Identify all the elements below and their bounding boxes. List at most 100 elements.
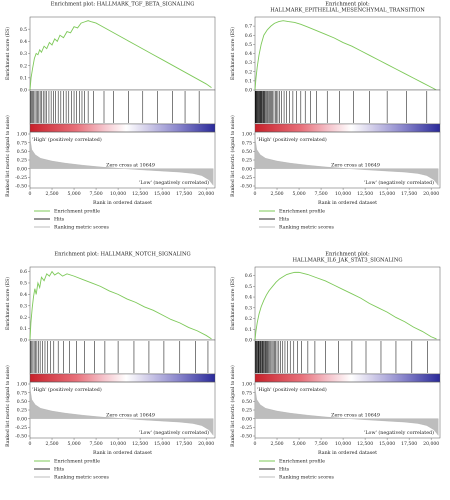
- enrichment-profile-line: [29, 20, 212, 91]
- legend-hits-label: Hits: [279, 467, 290, 473]
- rank-y-tick-label: 0.75: [242, 140, 252, 146]
- chart-title: HALLMARK_IL6_JAK_STAT3_SIGNALING: [292, 258, 402, 264]
- gsea-chart-il6-jak-stat3: Enrichment plot:HALLMARK_IL6_JAK_STAT3_S…: [229, 252, 441, 481]
- rank-y-tick-label: -0.25: [240, 425, 252, 431]
- chart-title: HALLMARK_EPITHELIAL_MESENCHYMAL_TRANSITI…: [270, 8, 425, 14]
- legend-hits-label: Hits: [54, 217, 65, 223]
- x-tick-label: 12,500: [132, 191, 148, 197]
- es-y-axis-label: Enrichment score (ES): [4, 277, 11, 330]
- x-axis-label: Rank in ordered dataset: [318, 200, 377, 206]
- es-plot-frame: [254, 16, 441, 91]
- es-y-axis-label: Enrichment score (ES): [229, 27, 236, 80]
- gsea-chart-emt: Enrichment plot:HALLMARK_EPITHELIAL_MESE…: [229, 2, 441, 231]
- low-correlated-label: 'Low' (negatively correlated): [364, 429, 434, 436]
- low-correlated-label: 'Low' (negatively correlated): [139, 429, 209, 436]
- rank-y-tick-label: -0.25: [240, 175, 252, 181]
- chart-title: Enrichment plot: HALLMARK_TGF_BETA_SIGNA…: [51, 2, 195, 8]
- es-y-tick-label: 0.2: [20, 63, 27, 69]
- high-correlated-label: 'High' (positively correlated): [32, 136, 102, 143]
- rank-y-tick-label: 0.25: [242, 158, 252, 164]
- zero-cross-label: Zero cross at 10649: [106, 163, 155, 169]
- x-tick-label: 17,500: [401, 441, 417, 447]
- x-tick-label: 2,500: [270, 441, 283, 447]
- rank-y-axis-label: Ranked list metric (signal to noise): [4, 365, 11, 447]
- x-tick-label: 5,000: [292, 191, 305, 197]
- x-tick-label: 17,500: [176, 441, 192, 447]
- es-y-tick-label: 0.4: [245, 295, 252, 301]
- legend-enrichment-label: Enrichment profile: [54, 459, 100, 465]
- es-y-tick-label: 0.5: [20, 27, 27, 33]
- x-tick-label: 15,000: [154, 191, 170, 197]
- es-y-tick-label: 0.2: [245, 316, 252, 322]
- rank-y-tick-label: 0.50: [242, 149, 252, 155]
- zero-cross-label: Zero cross at 10649: [106, 413, 155, 419]
- es-y-tick-label: 0.4: [245, 51, 252, 57]
- es-y-tick-label: 0.3: [245, 60, 252, 66]
- x-tick-label: 20,000: [423, 441, 439, 447]
- rank-y-tick-label: 0.25: [17, 408, 27, 414]
- x-tick-label: 7,500: [314, 191, 327, 197]
- x-tick-label: 20,000: [423, 191, 439, 197]
- rank-y-tick-label: 0.50: [242, 399, 252, 405]
- es-y-axis-label: Enrichment score (ES): [229, 277, 236, 330]
- zero-cross-label: Zero cross at 10649: [331, 163, 380, 169]
- rank-y-tick-label: 0.25: [17, 158, 27, 164]
- ranking-metric-area: [254, 387, 439, 436]
- es-y-tick-label: 0.0: [245, 88, 252, 94]
- x-tick-label: 17,500: [176, 191, 192, 197]
- legend-enrichment-label: Enrichment profile: [54, 209, 100, 215]
- es-y-tick-label: 0.1: [245, 78, 252, 84]
- gsea-panel-notch: Enrichment plot: HALLMARK_NOTCH_SIGNALIN…: [0, 250, 225, 500]
- rank-y-tick-label: -0.25: [15, 425, 27, 431]
- x-tick-label: 7,500: [89, 191, 102, 197]
- hits-frame: [29, 89, 216, 125]
- x-tick-label: 10,000: [335, 191, 351, 197]
- x-tick-label: 0: [29, 191, 32, 197]
- es-y-tick-label: 0.3: [245, 305, 252, 311]
- zero-cross-label: Zero cross at 10649: [331, 413, 380, 419]
- ranking-metric-area: [29, 387, 214, 436]
- x-tick-label: 10,000: [335, 441, 351, 447]
- rank-y-tick-label: 1.00: [242, 132, 252, 138]
- es-y-tick-label: 0.4: [20, 39, 27, 45]
- x-tick-label: 0: [254, 441, 257, 447]
- rank-y-tick-label: 0.75: [17, 390, 27, 396]
- es-plot-frame: [29, 266, 216, 341]
- x-tick-label: 5,000: [67, 441, 80, 447]
- hits-frame: [29, 339, 216, 375]
- es-y-tick-label: 0.1: [20, 326, 27, 332]
- rank-y-tick-label: -0.50: [15, 184, 27, 190]
- es-y-tick-label: 0.0: [20, 88, 27, 94]
- rank-y-tick-label: 1.00: [242, 382, 252, 388]
- gsea-panel-tgf-beta: Enrichment plot: HALLMARK_TGF_BETA_SIGNA…: [0, 0, 225, 250]
- x-tick-label: 15,000: [379, 441, 395, 447]
- rank-y-tick-label: -0.50: [240, 184, 252, 190]
- rank-y-tick-label: 0.00: [242, 416, 252, 422]
- rank-y-axis-label: Ranked list metric (signal to noise): [4, 115, 11, 197]
- x-tick-label: 7,500: [89, 441, 102, 447]
- es-y-tick-label: 0.5: [245, 284, 252, 290]
- x-tick-label: 10,000: [110, 191, 126, 197]
- x-tick-label: 2,500: [45, 441, 58, 447]
- x-tick-label: 15,000: [379, 191, 395, 197]
- hits-frame: [254, 89, 441, 125]
- es-y-tick-label: 0.2: [245, 69, 252, 75]
- x-tick-label: 17,500: [401, 191, 417, 197]
- x-axis-label: Rank in ordered dataset: [318, 450, 377, 456]
- rank-y-tick-label: -0.50: [15, 434, 27, 440]
- chart-title: Enrichment plot:: [325, 2, 370, 8]
- x-tick-label: 2,500: [45, 191, 58, 197]
- x-tick-label: 10,000: [110, 441, 126, 447]
- legend-enrichment-label: Enrichment profile: [279, 209, 325, 215]
- legend-ranking-label: Ranking metric scores: [54, 225, 109, 231]
- x-tick-label: 5,000: [67, 191, 80, 197]
- rank-y-tick-label: 0.75: [17, 140, 27, 146]
- rank-y-tick-label: 0.00: [17, 416, 27, 422]
- es-y-tick-label: 0.4: [20, 292, 27, 298]
- high-correlated-label: 'High' (positively correlated): [257, 386, 327, 393]
- high-correlated-label: 'High' (positively correlated): [257, 136, 327, 143]
- es-y-tick-label: 0.6: [245, 33, 252, 39]
- es-y-tick-label: 0.6: [20, 269, 27, 275]
- rank-y-tick-label: 1.00: [17, 382, 27, 388]
- gsea-chart-tgf-beta: Enrichment plot: HALLMARK_TGF_BETA_SIGNA…: [4, 2, 216, 231]
